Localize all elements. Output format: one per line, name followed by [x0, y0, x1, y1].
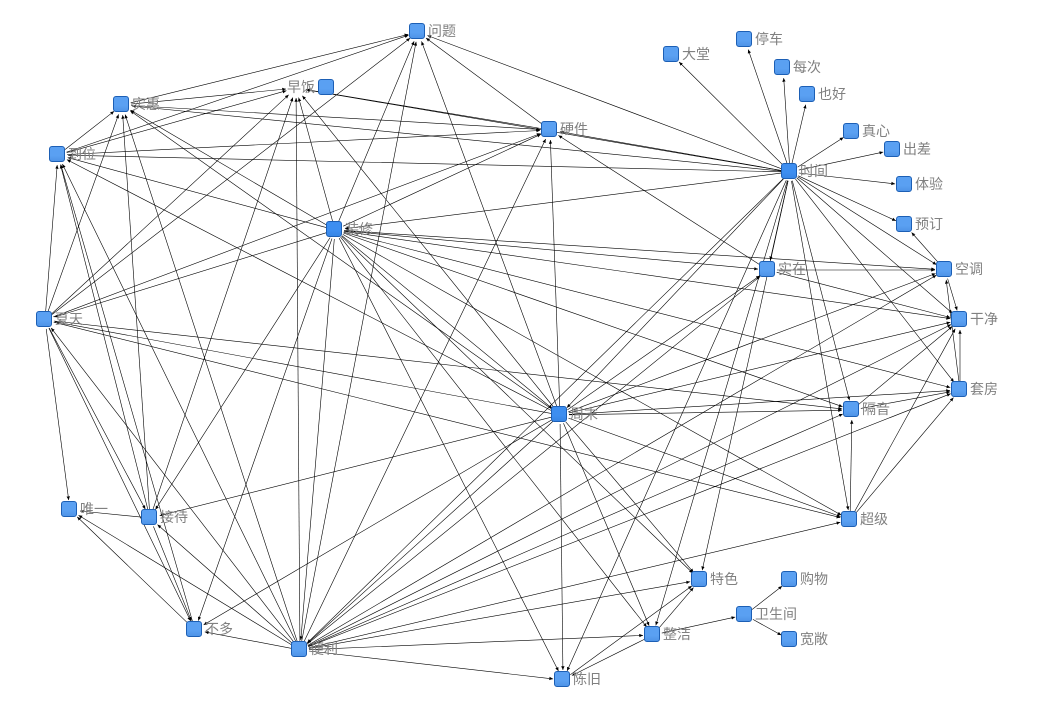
edge — [54, 321, 842, 409]
edge — [792, 105, 806, 164]
edge — [302, 42, 416, 641]
edge — [80, 511, 141, 517]
edge — [796, 179, 954, 382]
edge — [854, 329, 955, 512]
edge — [422, 41, 557, 406]
edge — [799, 173, 895, 184]
edge — [309, 522, 841, 648]
edge — [550, 140, 559, 406]
edge — [307, 178, 783, 643]
edge — [564, 423, 650, 626]
edge — [55, 322, 551, 414]
edge — [850, 420, 852, 511]
edge — [343, 234, 842, 515]
edge — [68, 158, 327, 228]
edge — [426, 38, 543, 125]
edge — [567, 179, 784, 408]
edge — [46, 165, 58, 311]
network-graph: 问题大堂停车每次早饭也好实惠真心硬件出差到位时间体验预订装修实在空调夏天干净套房… — [0, 0, 1052, 714]
edge — [569, 322, 951, 413]
edge — [856, 398, 954, 513]
edge — [798, 177, 937, 265]
edge — [797, 178, 953, 314]
edge — [568, 274, 935, 412]
edge — [62, 164, 296, 642]
edge — [339, 41, 415, 222]
edge — [54, 322, 841, 517]
edge — [656, 181, 788, 626]
edge — [572, 639, 645, 676]
edge — [65, 111, 114, 149]
edge — [68, 155, 781, 172]
edge — [198, 239, 332, 621]
edge — [748, 50, 787, 164]
edge — [304, 139, 546, 642]
edge — [131, 34, 409, 102]
edge — [309, 582, 690, 649]
edge — [130, 111, 553, 410]
edge — [342, 236, 693, 573]
edge — [49, 328, 191, 621]
edge — [48, 114, 119, 311]
edge — [558, 135, 760, 265]
edge — [153, 526, 191, 620]
edge — [344, 231, 758, 269]
edge — [51, 328, 294, 643]
edge — [752, 586, 782, 609]
edge — [132, 106, 781, 171]
edge — [753, 619, 781, 635]
edge — [662, 617, 735, 633]
edge — [307, 421, 553, 643]
edge — [160, 417, 552, 515]
edge — [567, 276, 759, 410]
edge — [125, 115, 297, 642]
edge — [61, 165, 148, 510]
edge — [345, 173, 781, 229]
edge — [309, 635, 643, 649]
edge — [123, 115, 150, 509]
edge — [777, 272, 951, 317]
edge — [77, 517, 188, 624]
edge — [155, 238, 330, 510]
edge — [309, 651, 553, 679]
edge — [948, 279, 958, 311]
edge — [204, 420, 553, 625]
edge — [859, 326, 952, 404]
edge — [308, 275, 937, 645]
edge — [861, 392, 950, 409]
edge — [308, 414, 843, 646]
edge — [79, 515, 293, 645]
edge — [55, 233, 327, 317]
edge — [344, 231, 935, 270]
edge — [153, 98, 293, 510]
edge — [792, 181, 849, 510]
edge — [339, 238, 558, 671]
edge — [308, 325, 951, 647]
edge — [702, 181, 788, 570]
edge — [566, 422, 694, 573]
edge — [798, 137, 844, 167]
edge — [784, 78, 790, 163]
edge — [343, 134, 541, 226]
edge — [67, 131, 540, 155]
edge — [342, 236, 552, 409]
edge — [52, 38, 410, 314]
edge-layer — [0, 0, 1052, 714]
edge — [46, 329, 68, 500]
edge — [792, 181, 849, 401]
edge — [49, 328, 145, 509]
edge — [341, 237, 647, 627]
edge — [344, 232, 951, 387]
edge — [427, 36, 781, 169]
edge — [344, 233, 843, 407]
edge — [912, 233, 939, 264]
edge — [301, 239, 335, 640]
edge — [344, 231, 950, 318]
edge — [799, 152, 883, 170]
edge — [131, 89, 286, 104]
edge — [205, 632, 291, 648]
edge — [659, 588, 694, 629]
edge — [296, 98, 300, 641]
